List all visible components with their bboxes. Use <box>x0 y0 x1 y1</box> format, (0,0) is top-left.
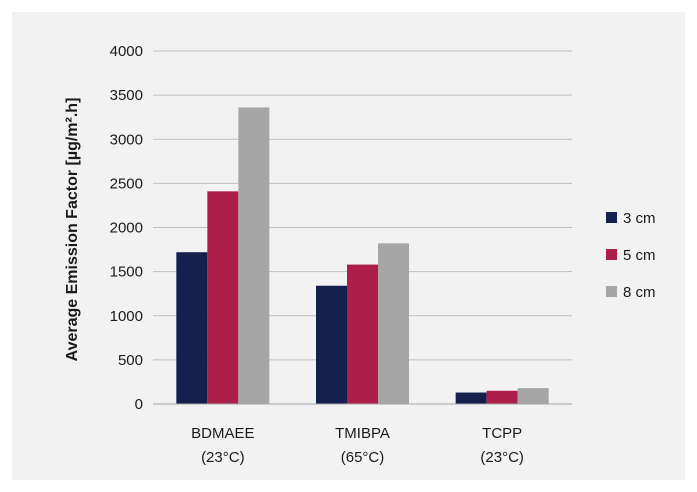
legend: 3 cm 5 cm 8 cm <box>606 210 656 301</box>
y-tick-labels: 0 500 1000 1500 2000 2500 3000 3500 4000 <box>110 43 143 413</box>
legend-swatch <box>606 212 617 223</box>
y-tick-label: 4000 <box>110 43 143 60</box>
bar-8cm-2 <box>517 388 549 404</box>
bar-5cm-1 <box>347 264 378 404</box>
category-labels: BDMAEE (23°C) TMIBPA (65°C) TCPP (23°C) <box>191 425 524 466</box>
legend-swatch <box>606 249 617 260</box>
y-tick-label: 2500 <box>110 175 143 192</box>
bar-8cm-0 <box>238 107 270 404</box>
y-tick-label: 1500 <box>110 264 143 281</box>
y-tick-label: 3500 <box>110 87 143 104</box>
legend-label: 8 cm <box>623 284 656 301</box>
y-tick-label: 1000 <box>110 308 143 325</box>
y-tick-label: 3000 <box>110 131 143 148</box>
bars <box>176 107 549 404</box>
legend-label: 3 cm <box>623 210 656 227</box>
legend-swatch <box>606 286 617 297</box>
bar-3cm-2 <box>455 392 487 404</box>
category-label: (65°C) <box>341 449 385 466</box>
bar-5cm-0 <box>207 191 239 404</box>
y-axis-title: Average Emission Factor [µg/m².h] <box>64 98 81 362</box>
y-tick-label: 0 <box>135 396 143 413</box>
legend-label: 5 cm <box>623 247 656 264</box>
category-label: (23°C) <box>201 449 245 466</box>
bar-5cm-2 <box>486 390 518 404</box>
category-label: BDMAEE <box>191 425 254 442</box>
category-label: (23°C) <box>480 449 524 466</box>
bar-8cm-1 <box>378 243 409 404</box>
y-tick-label: 2000 <box>110 220 143 237</box>
bar-3cm-1 <box>316 285 347 404</box>
bar-3cm-0 <box>176 252 208 404</box>
category-label: TMIBPA <box>335 425 390 442</box>
y-tick-label: 500 <box>118 352 143 369</box>
category-label: TCPP <box>482 425 522 442</box>
